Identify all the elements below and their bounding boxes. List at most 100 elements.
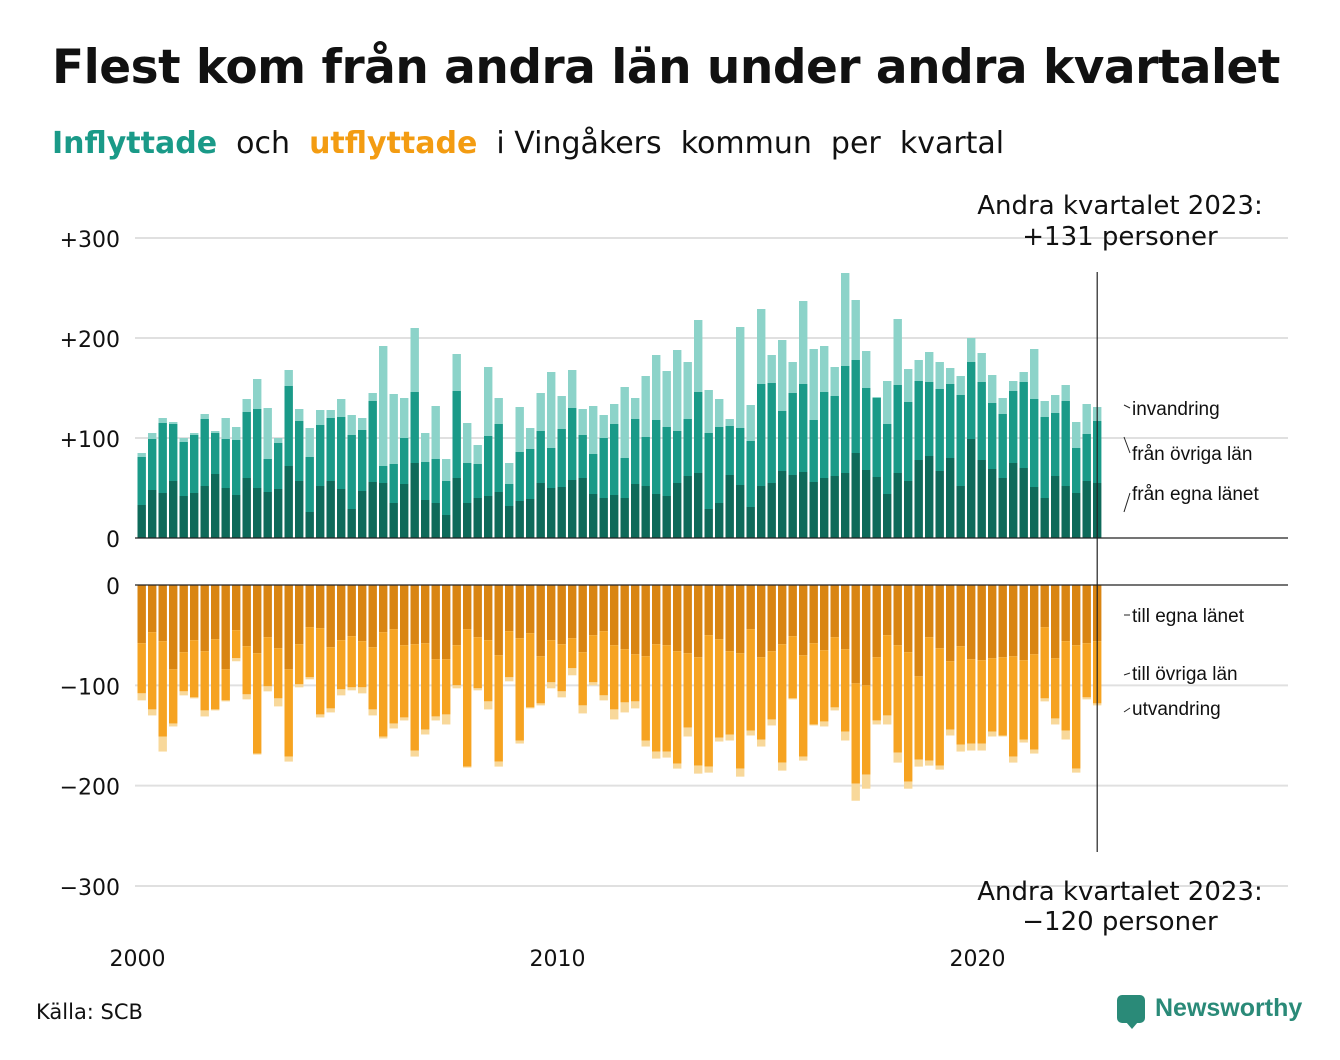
bar-out-other <box>683 653 692 728</box>
bar-in-other <box>1009 391 1018 463</box>
bar-in-other <box>431 459 440 503</box>
bar-in-other <box>935 389 944 471</box>
bar-in-imm <box>1051 395 1060 413</box>
bar-out-own <box>977 585 986 661</box>
bar-in-own <box>347 509 356 538</box>
bar-out-other <box>200 651 209 711</box>
bar-out-own <box>400 585 409 646</box>
bar-in-own <box>421 500 430 538</box>
bar-out-other <box>137 643 146 694</box>
bar-in-own <box>809 482 818 538</box>
bar-out-emig <box>872 720 881 725</box>
bar-out-emig <box>652 751 661 759</box>
bar-out-other <box>400 645 409 718</box>
bar-in-own <box>211 474 220 538</box>
bar-out-own <box>410 585 419 645</box>
bar-in-own <box>610 495 619 538</box>
bar-out-emig <box>830 707 839 711</box>
bar-out-emig <box>736 768 745 777</box>
x-tick-label: 2000 <box>110 947 166 972</box>
bar-out-own <box>494 585 503 656</box>
bar-out-other <box>641 656 650 741</box>
bar-in-other <box>578 435 587 478</box>
bar-out-own <box>935 585 944 649</box>
bar-in-own <box>473 498 482 538</box>
bar-out-other <box>389 629 398 724</box>
bar-in-other <box>400 438 409 484</box>
bar-out-other <box>746 629 755 731</box>
bar-out-emig <box>967 743 976 751</box>
bar-out-own <box>820 585 829 651</box>
bar-in-imm <box>557 396 566 429</box>
bar-in-imm <box>977 353 986 382</box>
bar-in-own <box>442 515 451 538</box>
bar-in-other <box>158 423 167 493</box>
bar-in-other <box>872 398 881 477</box>
bar-out-emig <box>683 727 692 737</box>
bar-in-imm <box>379 346 388 466</box>
bar-out-own <box>862 585 871 686</box>
bar-in-imm <box>368 393 377 401</box>
bar-in-imm <box>200 414 209 419</box>
bar-in-own <box>431 503 440 538</box>
bar-out-other <box>431 659 440 717</box>
bar-in-other <box>746 441 755 507</box>
bar-in-other <box>305 457 314 512</box>
bar-in-imm <box>494 398 503 424</box>
bar-in-imm <box>589 406 598 454</box>
bar-in-own <box>137 505 146 538</box>
bar-in-own <box>305 512 314 538</box>
bar-in-other <box>715 427 724 503</box>
bar-in-own <box>169 481 178 538</box>
bar-out-other <box>1030 654 1039 750</box>
bar-out-own <box>421 585 430 644</box>
bar-out-emig <box>190 697 199 699</box>
bar-in-other <box>284 386 293 466</box>
bar-out-emig <box>179 691 188 696</box>
bar-out-emig <box>379 736 388 739</box>
subtitle-och: och <box>217 126 310 161</box>
bar-in-imm <box>232 427 241 440</box>
bar-in-imm <box>211 431 220 433</box>
bar-in-own <box>358 491 367 538</box>
bar-out-own <box>547 585 556 641</box>
bar-in-own <box>662 496 671 538</box>
bar-in-own <box>547 488 556 538</box>
bar-out-other <box>662 645 671 752</box>
bar-in-own <box>988 469 997 538</box>
bar-in-other <box>799 384 808 472</box>
bar-out-emig <box>925 760 934 766</box>
bar-out-other <box>274 648 283 699</box>
bar-out-emig <box>347 687 356 691</box>
label-leader <box>1123 404 1131 409</box>
bar-in-own <box>463 503 472 538</box>
bar-out-own <box>337 585 346 641</box>
bar-out-emig <box>295 684 304 688</box>
bar-out-emig <box>305 677 314 680</box>
bar-in-own <box>736 485 745 538</box>
bar-out-other <box>620 649 629 703</box>
bar-in-own <box>599 498 608 538</box>
subtitle-rest: i Vingåkers kommun per kvartal <box>477 126 1005 161</box>
bar-out-other <box>809 643 818 725</box>
bar-out-emig <box>1051 718 1060 725</box>
bar-in-imm <box>410 328 419 392</box>
bar-out-other <box>830 637 839 708</box>
bar-in-own <box>652 494 661 538</box>
bar-in-own <box>704 509 713 538</box>
bar-out-emig <box>211 709 220 711</box>
bar-out-emig <box>1030 749 1039 754</box>
bar-out-other <box>442 659 451 715</box>
series-label-in: invandring <box>1132 399 1220 420</box>
bar-out-own <box>904 585 913 653</box>
bar-out-own <box>767 585 776 652</box>
bar-out-emig <box>715 737 724 742</box>
bar-out-other <box>263 637 272 687</box>
bar-out-emig <box>589 682 598 686</box>
bar-in-imm <box>998 398 1007 414</box>
bar-out-emig <box>274 698 283 707</box>
bar-in-imm <box>767 355 776 383</box>
bar-in-imm <box>1040 401 1049 417</box>
bar-out-other <box>977 660 986 744</box>
